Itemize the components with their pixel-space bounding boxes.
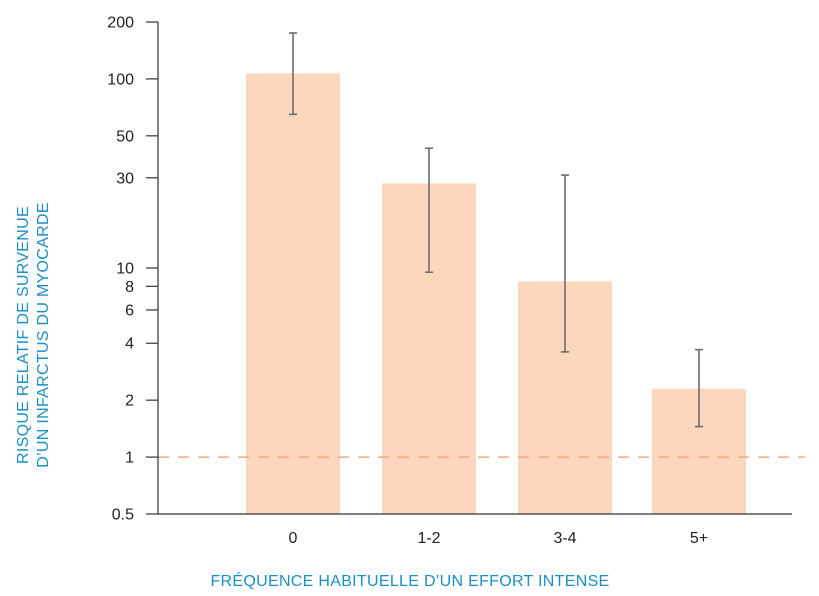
y-tick-label: 4: [125, 336, 134, 353]
y-tick-label: 2: [125, 393, 134, 410]
y-axis-title: RISQUE RELATIF DE SURVENUE D’UN INFARCTU…: [15, 202, 52, 468]
y-tick-label: 30: [116, 170, 134, 187]
y-tick-label: 1: [125, 450, 134, 467]
x-tick-label: 0: [289, 530, 298, 547]
x-tick-label: 5+: [690, 530, 708, 547]
x-ticks-layer: 0 1-2 3-4 5+: [289, 530, 709, 547]
y-axis-title-line-2: D’UN INFARCTUS DU MYOCARDE: [35, 202, 52, 468]
y-tick-label: 200: [107, 15, 134, 32]
error-bar-5+: [695, 348, 703, 428]
x-axis-title: FRÉQUENCE HABITUELLE D’UN EFFORT INTENSE: [210, 571, 609, 590]
y-axis-title-line-1: RISQUE RELATIF DE SURVENUE: [15, 206, 32, 464]
y-tick-label: 0.5: [112, 507, 134, 524]
y-tick-label: 6: [125, 302, 134, 319]
bar-0: [246, 73, 340, 514]
x-tick-label: 3-4: [553, 530, 576, 547]
y-tick-label: 50: [116, 128, 134, 145]
bars-layer: [246, 73, 746, 514]
y-ticks-layer: 200 100 50 30 108 6 4 2 1 0.5: [107, 15, 158, 524]
error-bar-3-4: [561, 174, 569, 353]
error-bar-0: [289, 32, 297, 116]
error-bars-layer: [289, 32, 703, 428]
x-tick-label: 1-2: [417, 530, 440, 547]
error-bar-1-2: [425, 147, 433, 274]
y-tick-label: 100: [107, 71, 134, 88]
y-tick-label: 10: [116, 261, 134, 278]
y-tick-label: 8: [125, 279, 134, 296]
